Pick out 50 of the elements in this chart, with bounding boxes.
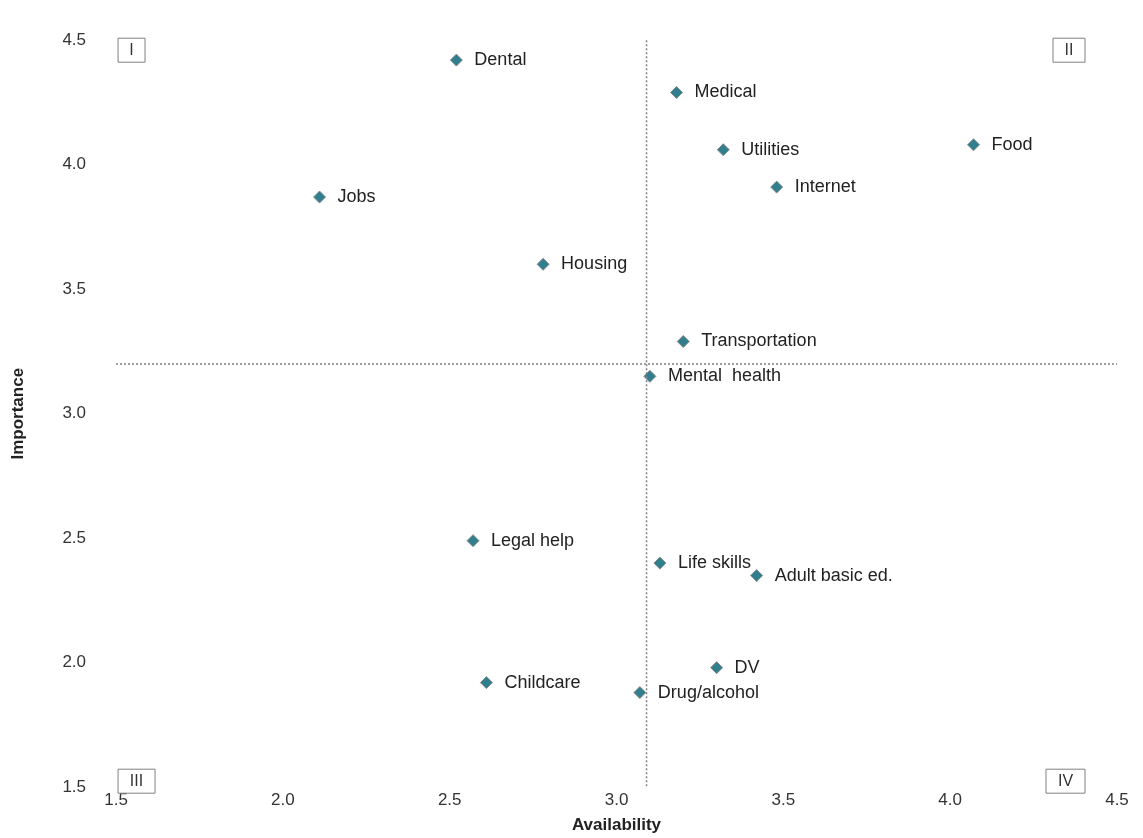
x-tick-label: 4.5 — [1105, 790, 1129, 810]
annotation: Legal help — [491, 529, 575, 550]
y-tick-label: 3.0 — [62, 403, 87, 423]
x-tick-label: 1.5 — [104, 790, 128, 810]
point — [750, 569, 764, 583]
point — [670, 85, 684, 99]
point — [633, 686, 647, 700]
point — [313, 190, 327, 204]
annotation: Internet — [794, 176, 856, 197]
x-axis-title: Availability — [571, 815, 662, 835]
annotation: II — [1064, 40, 1074, 58]
annotation: Utilities — [741, 138, 800, 159]
annotation: Housing — [561, 253, 628, 274]
annotation: Transportation — [701, 330, 817, 351]
annotation: Adult basic ed. — [774, 564, 893, 585]
annotation: Dental — [474, 49, 527, 70]
annotation: Food — [991, 133, 1033, 154]
y-tick-label: 3.5 — [62, 278, 87, 298]
y-tick-label: 2.5 — [62, 527, 87, 547]
annotation: Mental health — [667, 365, 781, 386]
point — [643, 369, 657, 383]
annotation: Childcare — [504, 671, 581, 692]
annotation: DV — [734, 656, 760, 677]
x-tick-label: 4.0 — [938, 790, 962, 810]
point — [716, 143, 730, 157]
annotation: Medical — [694, 81, 757, 102]
y-tick-label: 1.5 — [62, 776, 87, 796]
annotation: Life skills — [677, 552, 751, 573]
point — [770, 180, 784, 194]
y-tick-label: 4.0 — [62, 154, 87, 174]
point — [466, 534, 480, 548]
annotation: III — [129, 771, 144, 789]
point — [479, 676, 493, 690]
x-tick-label: 2.0 — [271, 790, 295, 810]
point — [449, 53, 463, 67]
y-tick-label: 4.5 — [62, 29, 87, 49]
point — [967, 138, 981, 152]
annotation: I — [129, 40, 134, 58]
point — [653, 556, 667, 570]
x-tick-label: 3.5 — [771, 790, 796, 810]
point — [710, 661, 724, 675]
point — [676, 334, 690, 348]
y-axis-title: Importance — [7, 367, 27, 460]
x-tick-label: 3.0 — [604, 790, 629, 810]
annotation: Jobs — [337, 186, 376, 207]
x-tick-label: 2.5 — [437, 790, 462, 810]
annotation: IV — [1057, 771, 1074, 789]
annotation: Drug/alcohol — [657, 681, 759, 702]
point — [536, 257, 550, 271]
y-tick-label: 2.0 — [62, 652, 87, 672]
